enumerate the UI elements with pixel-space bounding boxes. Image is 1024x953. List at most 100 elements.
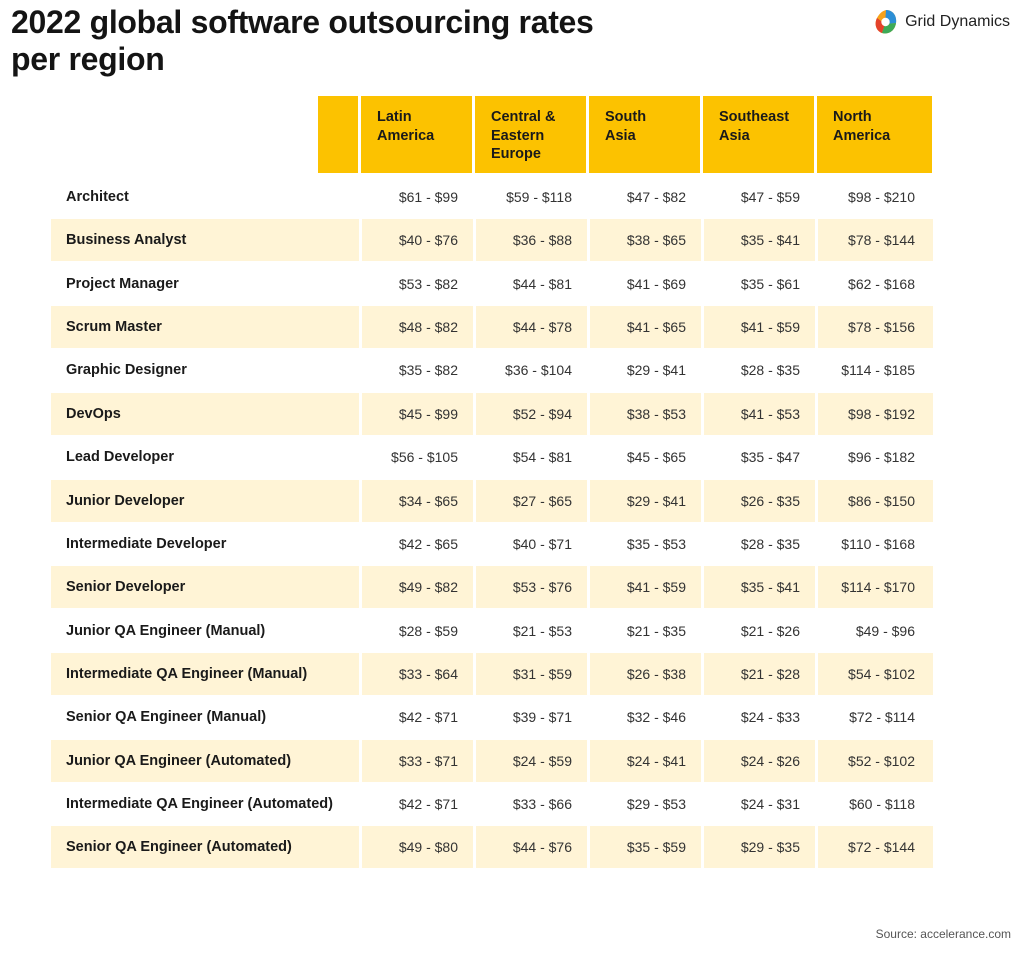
rate-cell: $33 - $64 [362,652,473,695]
rates-table: Latin America Central & Eastern Europe Sou… [51,96,935,870]
rate-cell: $78 - $156 [818,306,933,349]
rate-cell: $24 - $41 [590,739,701,782]
rate-cell: $31 - $59 [476,652,587,695]
grid-dynamics-logo-icon [875,10,897,34]
column-header: South Asia [589,96,700,173]
rate-cell: $45 - $99 [362,392,473,435]
column-header: Southeast Asia [703,96,814,173]
table-row: Senior QA Engineer (Automated) $49 - $80 $… [51,826,935,869]
rate-cell: $41 - $59 [704,306,815,349]
rate-cell: $24 - $33 [740,709,800,726]
role-label: Graphic Designer [66,362,187,379]
rate-cell: $52 - $102 [818,739,933,782]
rate-cell: $21 - $26 [740,622,800,639]
table-row: Architect $61 - $99 $59 - $118 $47 - $82 $47… [51,176,935,218]
rate-cell: $61 - $99 [398,189,458,205]
rate-cell: $42 - $71 [398,709,458,726]
role-label: Lead Developer [66,449,174,466]
role-label: Architect [66,189,129,205]
role-label: Intermediate Developer [66,535,227,552]
source-note: Source: accelerance.com [875,927,1011,941]
rate-cell: $33 - $71 [362,739,473,782]
rate-cell: $53 - $76 [476,566,587,609]
rate-cell: $78 - $144 [818,219,933,262]
rate-cell: $62 - $168 [848,275,915,292]
rate-cell: $24 - $59 [476,739,587,782]
rate-cell: $45 - $65 [626,449,686,466]
rate-cell: $29 - $41 [590,479,701,522]
rate-cell: $36 - $88 [476,219,587,262]
rate-cell: $60 - $118 [849,796,915,813]
table-row: Intermediate QA Engineer (Manual) $33 - $… [51,652,935,695]
role-label: Junior QA Engineer (Manual) [66,622,266,639]
table-row: Project Manager $53 - $82 $44 - $81 $41 - $… [51,263,935,305]
rate-cell: $42 - $65 [398,535,458,552]
rate-cell: $54 - $81 [512,449,572,466]
table-row: Business Analyst $40 - $76 $36 - $88 $38 - … [51,219,935,262]
rate-cell: $52 - $94 [476,392,587,435]
table-row: DevOps $45 - $99 $52 - $94 $38 - $53 $41 - $… [51,392,935,435]
rate-cell: $38 - $53 [590,392,701,435]
rate-cell: $96 - $182 [848,449,915,466]
rate-cell: $26 - $38 [590,652,701,695]
rate-cell: $29 - $53 [626,796,686,813]
rate-cell: $41 - $69 [626,275,686,292]
logo-text: Grid Dynamics [905,13,1010,30]
rate-cell: $49 - $82 [362,566,473,609]
header-empty-cell [51,96,318,173]
rate-cell: $49 - $96 [855,622,915,639]
rate-cell: $38 - $65 [590,219,701,262]
rate-cell: $56 - $105 [391,449,458,466]
role-label: Senior Developer [51,566,359,609]
rate-cell: $59 - $118 [506,189,572,205]
rate-cell: $34 - $65 [362,479,473,522]
rate-cell: $39 - $71 [512,709,572,726]
rate-cell: $21 - $28 [704,652,815,695]
role-label: Business Analyst [51,219,359,262]
column-header: Latin America [361,96,472,173]
rate-cell: $35 - $47 [740,449,800,466]
table-row: Senior QA Engineer (Manual) $42 - $71 $39 … [51,696,935,738]
rate-cell: $28 - $59 [398,622,458,639]
table-row: Lead Developer $56 - $105 $54 - $81 $45 - $… [51,436,935,478]
rate-cell: $29 - $35 [704,826,815,869]
rate-cell: $53 - $82 [398,275,458,292]
table-row: Senior Developer $49 - $82 $53 - $76 $41 - … [51,566,935,609]
rate-cell: $48 - $82 [362,306,473,349]
rate-cell: $49 - $80 [362,826,473,869]
role-label: Senior QA Engineer (Automated) [51,826,359,869]
rate-cell: $110 - $168 [841,535,915,552]
rate-cell: $35 - $59 [590,826,701,869]
role-label: Project Manager [66,275,179,292]
rate-cell: $29 - $41 [626,362,686,379]
rate-cell: $35 - $61 [740,275,800,292]
table-row: Intermediate Developer $42 - $65 $40 - $71… [51,523,935,565]
rate-cell: $35 - $41 [704,566,815,609]
column-header: North America [817,96,932,173]
table-header: Latin America Central & Eastern Europe Sou… [51,96,935,173]
header-stub-cell [318,96,358,173]
rate-cell: $28 - $35 [740,535,800,552]
rate-cell: $35 - $82 [398,362,458,379]
table-row: Scrum Master $48 - $82 $44 - $78 $41 - $65 $… [51,306,935,349]
table-row: Junior QA Engineer (Automated) $33 - $71 $… [51,739,935,782]
rate-cell: $35 - $41 [704,219,815,262]
rate-cell: $41 - $59 [590,566,701,609]
table-row: Junior Developer $34 - $65 $27 - $65 $29 - … [51,479,935,522]
role-label: Junior QA Engineer (Automated) [51,739,359,782]
role-label: DevOps [51,392,359,435]
rate-cell: $27 - $65 [476,479,587,522]
rate-cell: $35 - $53 [626,535,686,552]
rate-cell: $28 - $35 [740,362,800,379]
rate-cell: $98 - $192 [818,392,933,435]
rate-cell: $54 - $102 [818,652,933,695]
table-row: Junior QA Engineer (Manual) $28 - $59 $21 … [51,610,935,652]
rate-cell: $42 - $71 [398,796,458,813]
rate-cell: $21 - $53 [512,622,572,639]
role-label: Intermediate QA Engineer (Automated) [66,796,333,813]
rate-cell: $86 - $150 [818,479,933,522]
role-label: Senior QA Engineer (Manual) [66,709,267,726]
rate-cell: $114 - $185 [841,362,915,379]
rate-cell: $33 - $66 [512,796,572,813]
rate-cell: $41 - $53 [704,392,815,435]
